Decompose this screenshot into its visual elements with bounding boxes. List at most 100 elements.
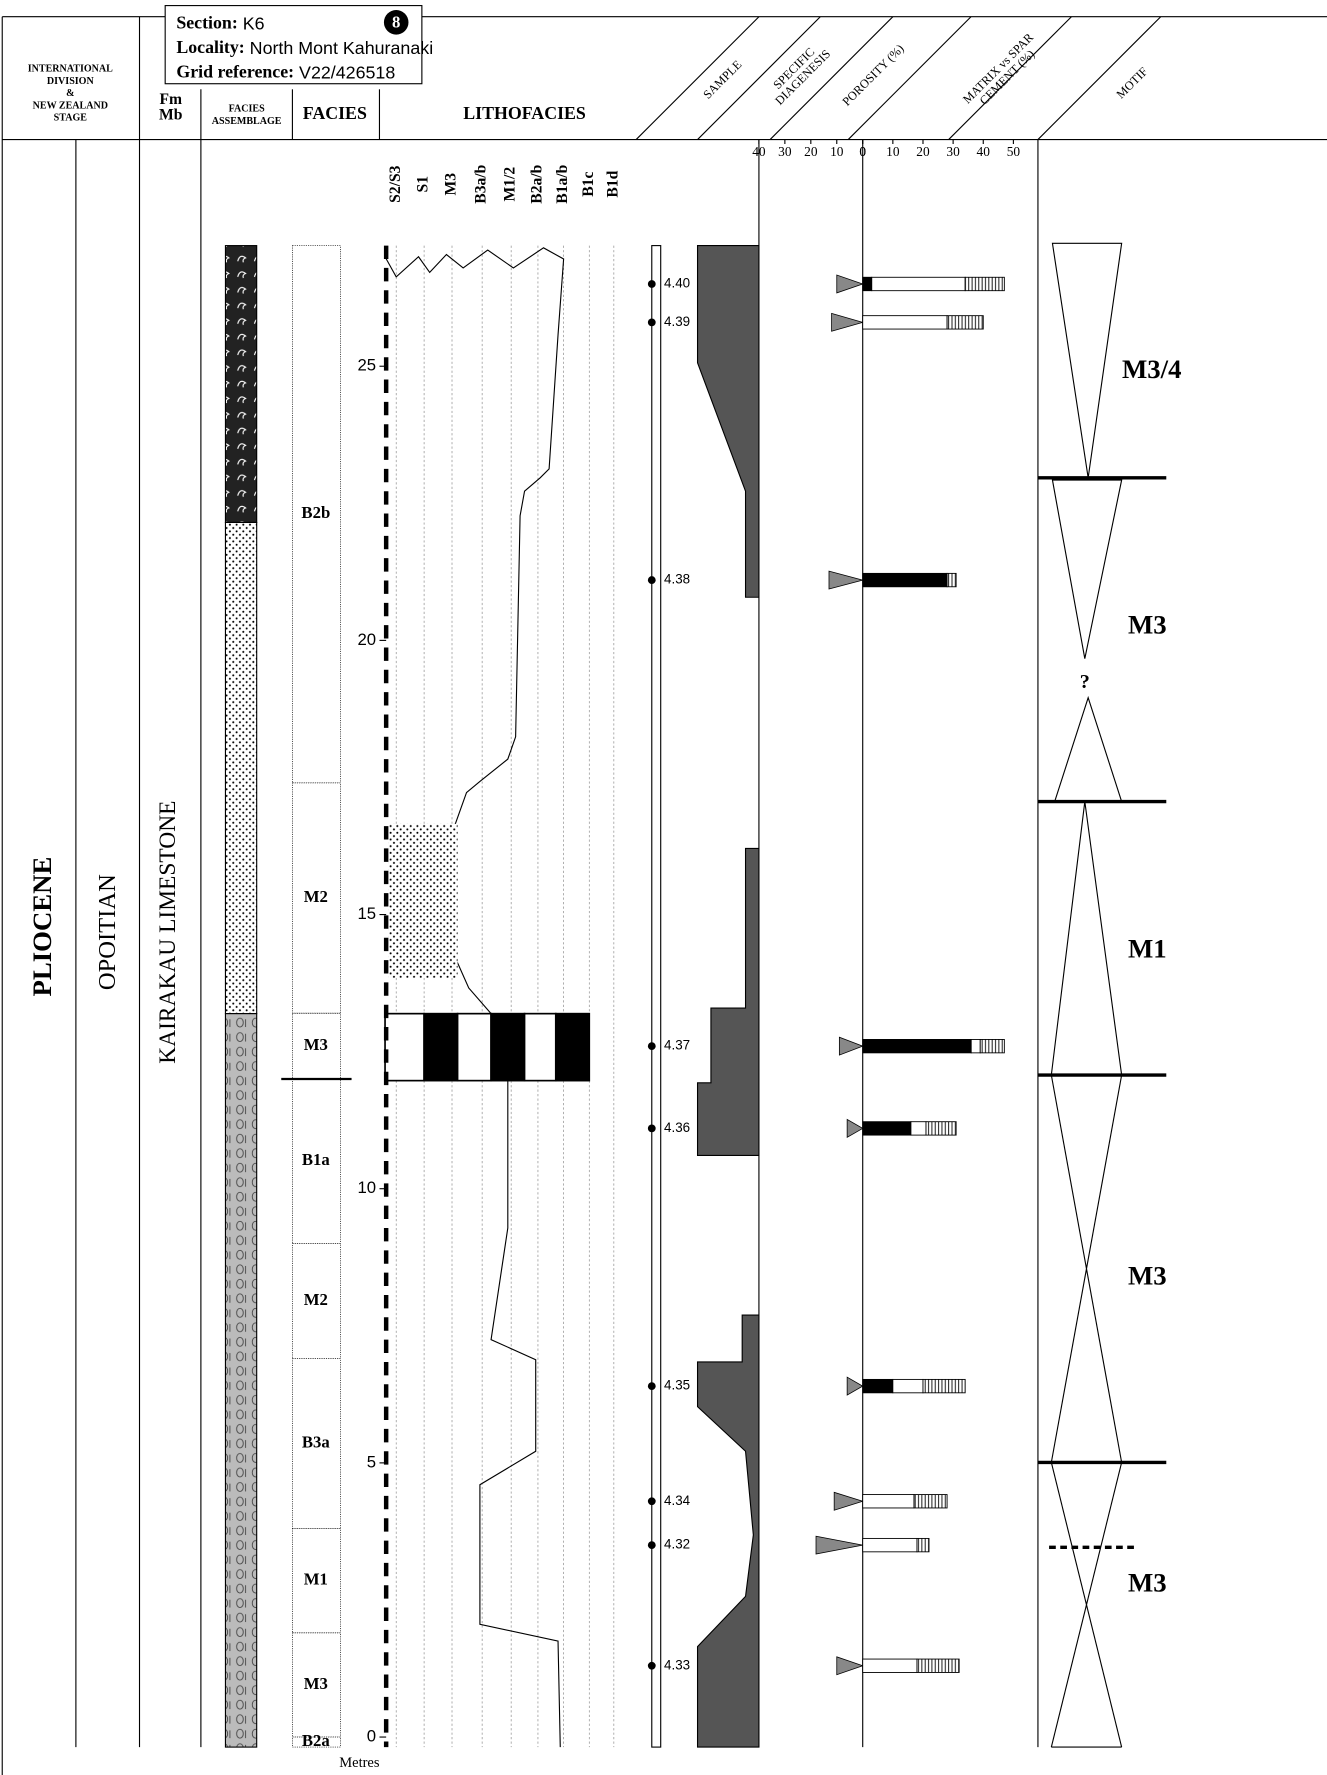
matrix-tick-label: 20: [916, 144, 930, 159]
sample-id: 4.35: [664, 1378, 690, 1393]
label: Grid reference:: [176, 62, 294, 82]
column-header: Fm: [159, 91, 182, 108]
depth-tick-label: 10: [357, 1178, 376, 1197]
matrix-segment-matrix: [862, 315, 948, 330]
motif-triangle: [1051, 479, 1123, 659]
matrix-segment-cement: [862, 1378, 894, 1394]
class-label: M3: [443, 173, 460, 196]
column-header: STAGE: [54, 113, 88, 124]
value: North Mont Kahuranaki: [250, 38, 433, 58]
facies-label: B2b: [301, 503, 330, 522]
matrix-segment-other: [916, 1537, 930, 1553]
sample-dot: [647, 280, 656, 288]
porosity-mark: [831, 312, 865, 332]
sample-dot: [647, 318, 656, 327]
motif-triangle: [1050, 801, 1123, 1076]
matrix-segment-cement: [862, 276, 873, 292]
matrix-segment-other: [913, 1494, 948, 1509]
class-label: B3a/b: [473, 164, 490, 203]
frame: [1, 5, 1327, 1775]
facies-box: [292, 1243, 341, 1360]
col-porosity: POROSITY (%): [839, 41, 906, 108]
assemblage-fossil: [224, 1013, 258, 1748]
column-header: Mb: [159, 107, 183, 124]
class-label: S1: [415, 176, 432, 193]
sample-dot: [647, 1541, 656, 1550]
diagenesis-area: [696, 1314, 760, 1748]
locality: Locality: North Mont Kahuranaki: [176, 37, 433, 58]
column-header: INTERNATIONAL: [28, 64, 113, 75]
sample-dot: [647, 1661, 656, 1670]
b1a-bed: [384, 1012, 425, 1082]
formation: KAIRAKAU LIMESTONE: [155, 801, 181, 1064]
sample-dot: [647, 1042, 656, 1051]
facies-label: M3: [304, 1035, 328, 1054]
label: Locality:: [176, 37, 244, 57]
facies-box: [292, 1078, 341, 1244]
matrix-segment-matrix: [910, 1121, 927, 1136]
class-label: B1c: [580, 172, 597, 197]
porosity-tick-label: 30: [778, 144, 792, 159]
matrix-segment-matrix: [862, 1537, 918, 1553]
column-header: &: [66, 88, 74, 99]
sample-column: [651, 245, 662, 1748]
matrix-segment-matrix: [970, 1039, 981, 1054]
motif-line: [1050, 1074, 1123, 1463]
facies-label: B1a: [302, 1150, 331, 1169]
depth-tick-label: 0: [367, 1726, 376, 1745]
matrix-tick-label: 40: [977, 144, 991, 159]
sample-dot: [647, 1124, 656, 1133]
matrix-segment-matrix: [892, 1378, 924, 1394]
porosity-tick-label: 10: [830, 144, 844, 159]
motif-line: [1050, 1462, 1123, 1748]
facies-box: [292, 1736, 341, 1748]
depth-tick-label: 20: [357, 630, 376, 649]
facies-box: [292, 245, 341, 784]
depth-tick-label: 15: [357, 904, 376, 923]
sample-id: 4.36: [664, 1120, 690, 1135]
facies-label: M2: [304, 887, 328, 906]
stage: OPOITIAN: [94, 874, 121, 990]
matrix-segment-matrix: [862, 1494, 915, 1509]
col-motif: MOTIF: [1114, 64, 1151, 101]
facies-box: [292, 1012, 341, 1080]
value: V22/426518: [299, 62, 395, 82]
facies-label: B3a: [302, 1433, 331, 1452]
porosity-mark: [846, 1376, 864, 1396]
section: Section: K6: [176, 13, 264, 34]
column-header: DIVISION: [47, 76, 95, 87]
section-number: 8: [392, 12, 400, 31]
porosity-mark: [846, 1118, 864, 1139]
b1a-bed: [490, 1012, 526, 1082]
matrix-segment-other: [964, 276, 1005, 292]
label: Section:: [176, 13, 237, 33]
b1a-bed: [456, 1012, 492, 1082]
motif-label: ?: [1080, 671, 1090, 693]
column-header: NEW ZEALAND: [33, 100, 108, 111]
sample-id: 4.32: [664, 1537, 690, 1552]
motif-label: M1: [1128, 933, 1167, 963]
porosity-mark: [815, 1535, 863, 1555]
assemblage-sandy: [224, 521, 258, 1015]
motif-triangle: [1051, 242, 1123, 478]
facies-label: M1: [304, 1570, 328, 1589]
class-label: B2a/b: [529, 164, 546, 203]
diagenesis-area: [696, 245, 760, 598]
motif-triangle: [1053, 695, 1123, 803]
col-sample: SAMPLE: [700, 57, 744, 101]
porosity-mark: [828, 570, 865, 590]
value: K6: [243, 13, 265, 33]
sample-id: 4.34: [664, 1493, 691, 1508]
matrix-segment-other: [925, 1121, 957, 1136]
class-label: B1a/b: [554, 164, 571, 203]
matrix-segment-cement: [862, 572, 948, 588]
sample-id: 4.33: [664, 1657, 690, 1672]
motif-label: M3: [1128, 1567, 1167, 1597]
matrix-segment-other: [946, 572, 957, 588]
matrix-tick-label: 10: [886, 144, 900, 159]
matrix-segment-cement: [862, 1121, 912, 1136]
matrix-segment-other: [979, 1039, 1005, 1054]
motif-label: M3/4: [1122, 354, 1181, 384]
matrix-segment-matrix: [871, 276, 966, 292]
